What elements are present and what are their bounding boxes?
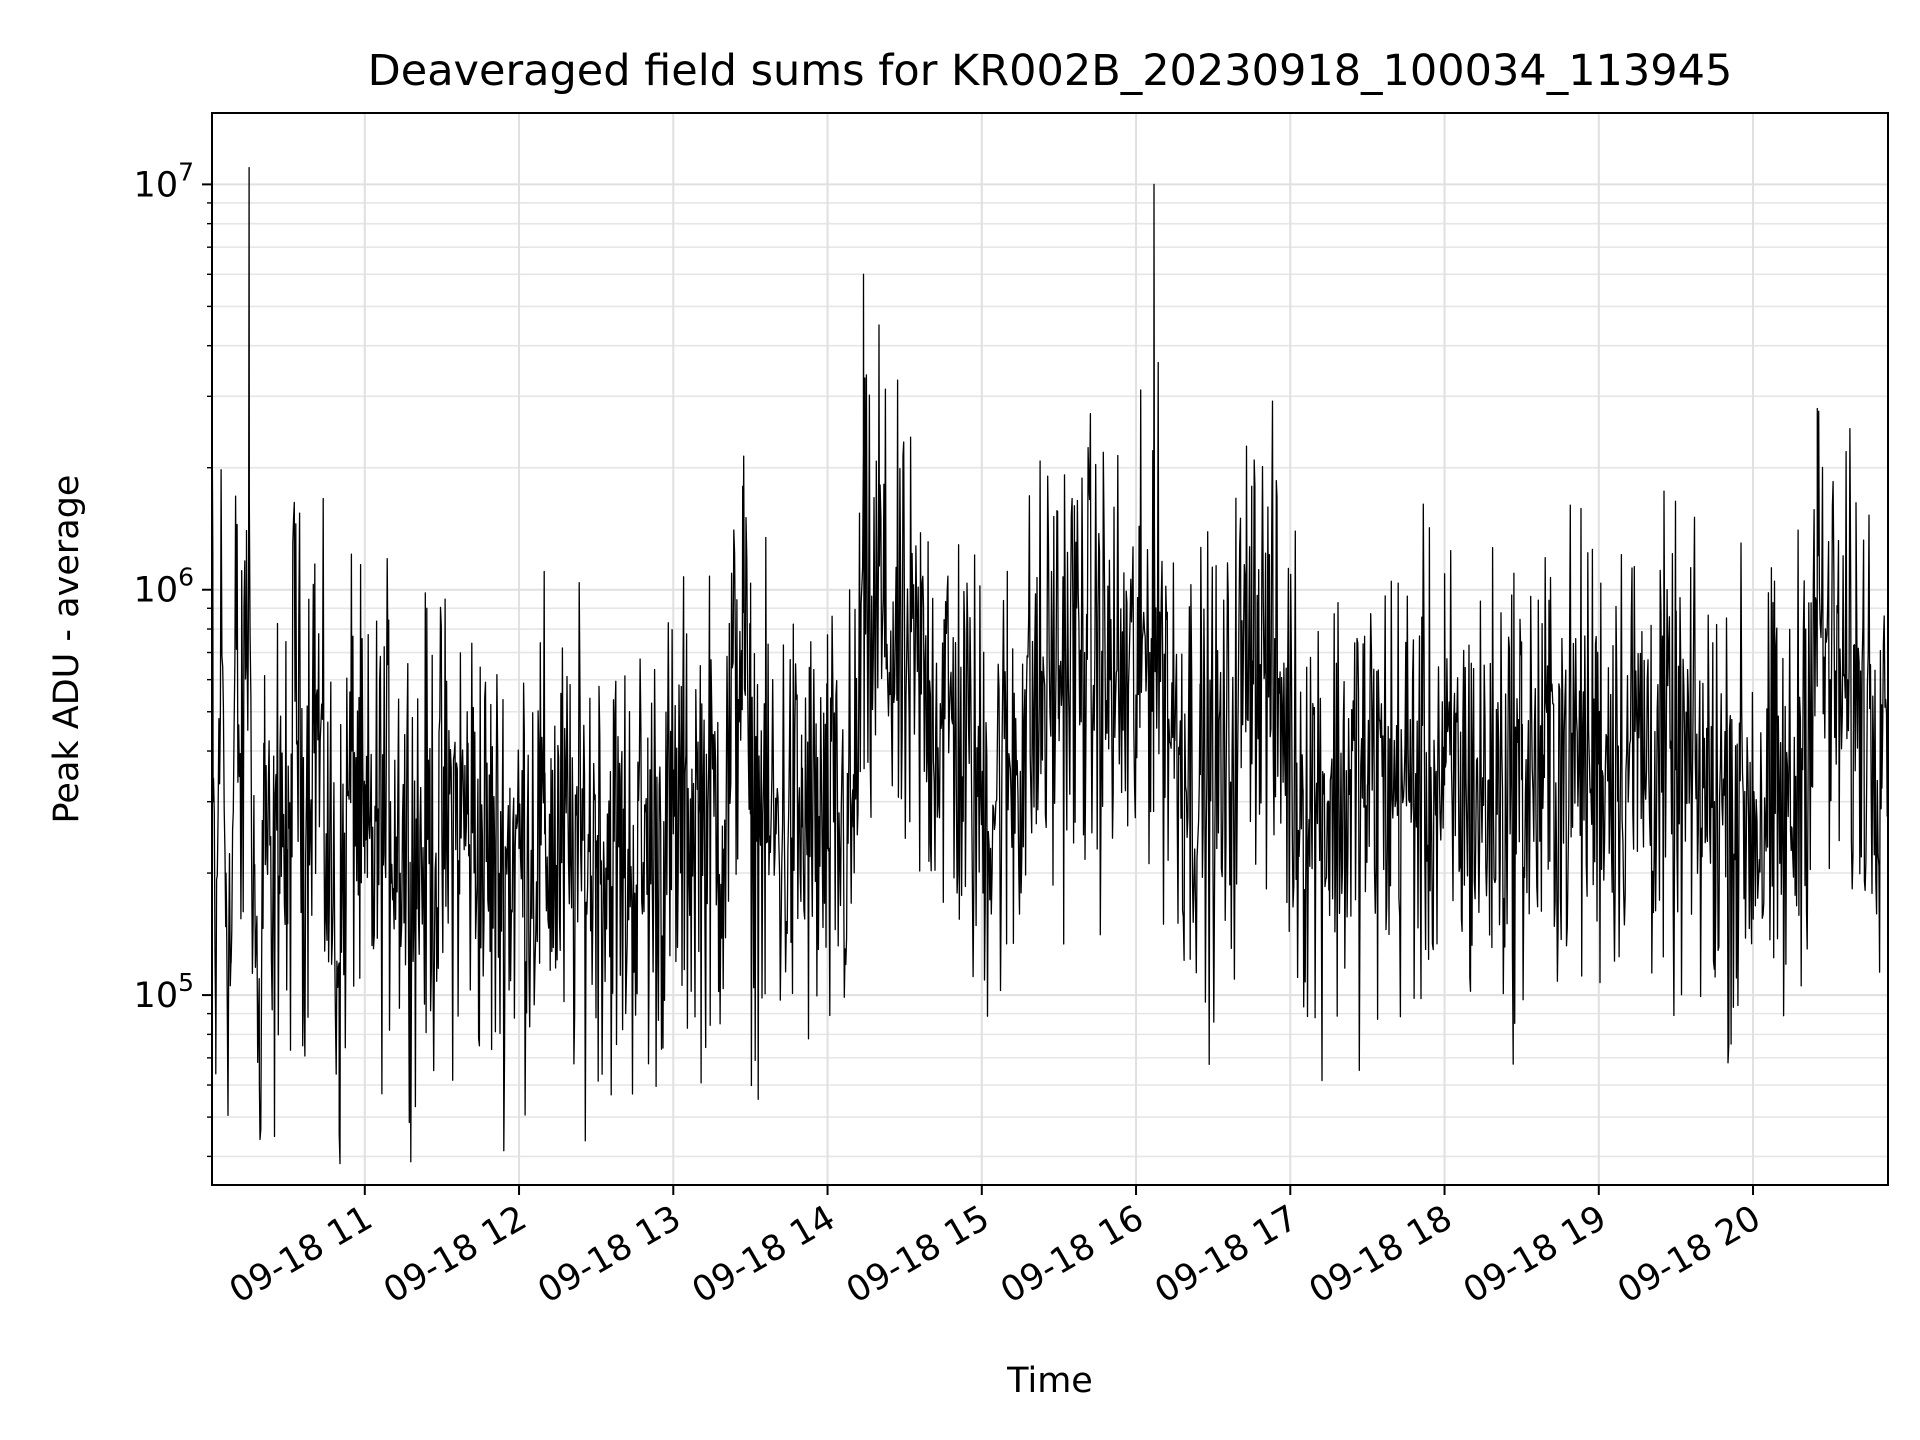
y-tick-label: 106 [134,563,194,611]
major-gridlines [212,113,1888,1185]
plot-frame [211,112,1889,1186]
series-line [212,166,1888,1165]
x-axis-label: Time [1006,1361,1093,1401]
y-tick-label: 105 [134,968,194,1016]
y-axis-label: Peak ADU - average [47,475,87,824]
plot-content [212,166,1888,1165]
y-tick-label: 107 [134,157,194,205]
y-axis: 105 106 107 [134,157,212,1158]
chart-title: Deaveraged field sums for KR002B_2023091… [368,46,1733,96]
